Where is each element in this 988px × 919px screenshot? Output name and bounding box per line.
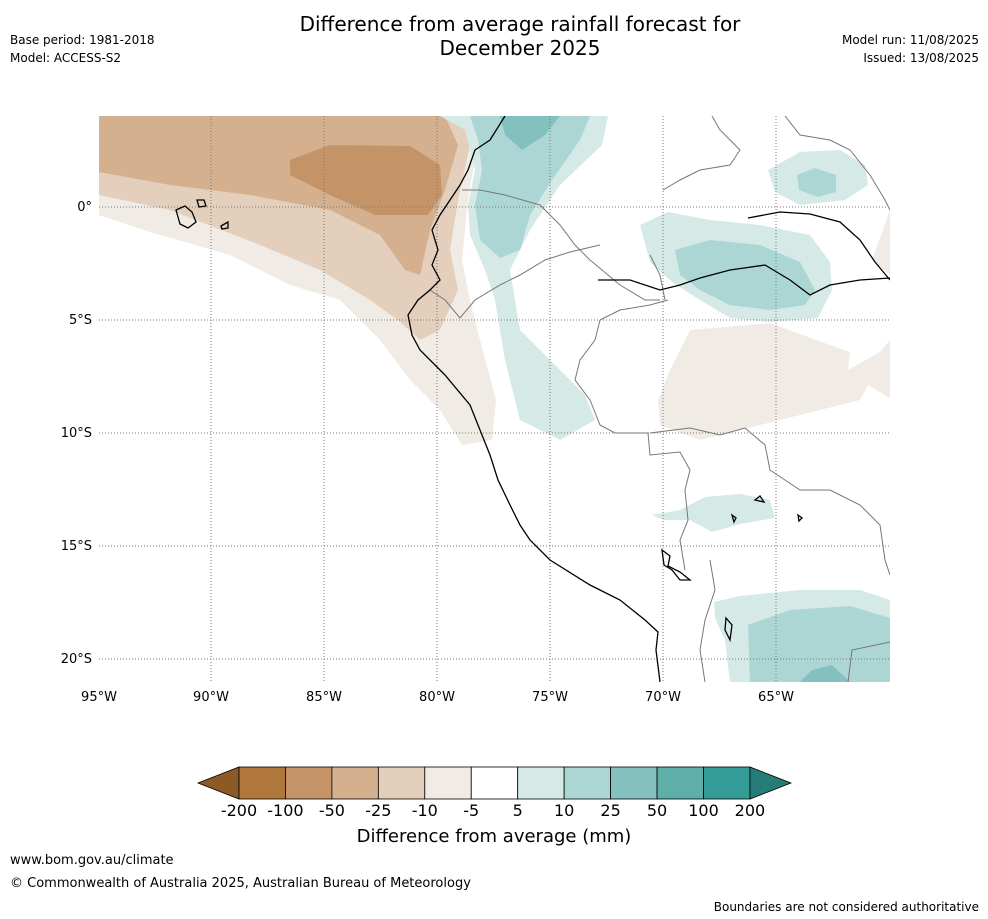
anomaly-plus-5-bolivia [652, 494, 775, 532]
model-name: Model: ACCESS-S2 [10, 51, 122, 65]
lon-label-85w: 85°W [306, 690, 342, 705]
lon-label-70w: 70°W [645, 690, 681, 705]
lat-label-10s: 10°S [61, 426, 92, 441]
colorbar-swatch [517, 766, 565, 800]
colorbar-tick-label: -50 [319, 801, 345, 820]
colorbar-tick-label: 100 [688, 801, 719, 820]
issued-date: Issued: 13/08/2025 [863, 51, 979, 65]
gridlines [99, 116, 890, 682]
colorbar-tick-label: -10 [412, 801, 438, 820]
colorbar-tick-label: -100 [267, 801, 303, 820]
colorbar-swatch [703, 766, 751, 800]
colorbar-swatch [656, 766, 704, 800]
model-run: Model run: 11/08/2025 [841, 33, 979, 47]
lon-label-75w: 75°W [532, 690, 568, 705]
colorbar-tick-label: 10 [554, 801, 574, 820]
anomaly-plus-25-south [800, 665, 850, 682]
lat-label-5s: 5°S [69, 313, 92, 328]
coastline [175, 116, 890, 682]
colorbar-tick-label: -5 [463, 801, 479, 820]
lat-axis: 0° 5°S 10°S 15°S 20°S [61, 200, 92, 667]
colorbar-tick-label: 25 [600, 801, 620, 820]
colorbar: -200 -100 -50 -25 -10 -5 5 10 25 50 100 200 [196, 766, 793, 820]
colorbar-swatch [610, 766, 658, 800]
colorbar-swatch [470, 766, 519, 800]
colorbar-tick-label: -25 [365, 801, 391, 820]
colorbar-swatch [238, 766, 286, 800]
colorbar-tick-label: 5 [513, 801, 523, 820]
map-area [99, 116, 890, 682]
lat-label-0: 0° [77, 200, 92, 215]
anomaly-minus-5-east [658, 323, 890, 440]
lon-label-95w: 95°W [81, 690, 117, 705]
copyright-notice: © Commonwealth of Australia 2025, Austra… [10, 876, 471, 891]
colorbar-swatch [377, 766, 426, 800]
lon-label-80w: 80°W [419, 690, 455, 705]
colorbar-swatch [331, 766, 379, 800]
lon-label-90w: 90°W [193, 690, 229, 705]
lon-axis: 95°W 90°W 85°W 80°W 75°W 70°W 65°W [81, 690, 794, 705]
anomaly-plus-25-andes [500, 116, 560, 150]
base-period: Base period: 1981-2018 [10, 33, 155, 47]
lat-label-20s: 20°S [61, 652, 92, 667]
anomaly-plus-10-north [797, 168, 836, 197]
colorbar-extend-low [196, 766, 240, 800]
colorbar-swatch [285, 766, 333, 800]
map-title: Difference from average rainfall forecas… [250, 12, 790, 60]
colorbar-tick-label: 50 [647, 801, 667, 820]
colorbar-tick-label: 200 [735, 801, 766, 820]
anomaly-plus-10-andes [470, 116, 590, 258]
anomaly-plus-10-amazon [675, 240, 815, 310]
lat-label-15s: 15°S [61, 539, 92, 554]
colorbar-swatch [424, 766, 472, 800]
boundaries-disclaimer: Boundaries are not considered authoritat… [713, 900, 979, 914]
anomaly-plus-10-south [748, 606, 890, 682]
anomaly-minus-5-ne [872, 210, 890, 275]
anomaly-minus-50 [290, 145, 442, 215]
colorbar-extend-high [749, 766, 793, 800]
colorbar-swatch [563, 766, 612, 800]
lon-label-65w: 65°W [758, 690, 794, 705]
country-borders [429, 116, 890, 682]
website-url: www.bom.gov.au/climate [10, 853, 174, 868]
colorbar-label: Difference from average (mm) [356, 826, 632, 847]
colorbar-tick-label: -200 [221, 801, 257, 820]
title-line-1: Difference from average rainfall forecas… [299, 12, 741, 36]
title-line-2: December 2025 [439, 36, 601, 60]
